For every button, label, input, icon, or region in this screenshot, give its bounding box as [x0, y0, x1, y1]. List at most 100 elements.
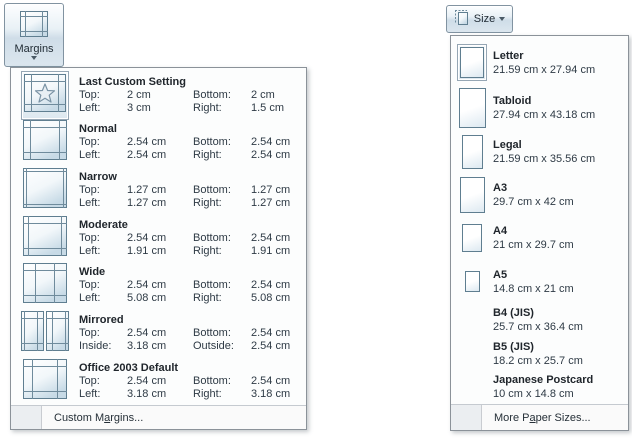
right-label: Right: — [193, 292, 222, 305]
margins-option-name: Office 2003 Default — [79, 361, 179, 374]
top-label: Top: — [79, 231, 100, 244]
top-value: 1.27 cm — [127, 184, 167, 197]
size-option-letter[interactable]: Letter 21.59 cm x 27.94 cm — [451, 39, 628, 86]
right-label: Right: — [193, 244, 222, 257]
right-value: 3.18 cm — [251, 387, 291, 400]
size-icon-cell — [451, 224, 493, 253]
margins-icon-cell — [11, 311, 79, 356]
bottom-label: Bottom: — [193, 88, 231, 101]
size-option-japanese-postcard[interactable]: Japanese Postcard 10 cm x 14.8 cm — [451, 371, 628, 405]
size-option-text: B4 (JIS) 25.7 cm x 36.4 cm — [493, 306, 583, 334]
left-value: 3 cm — [127, 101, 151, 114]
size-option-text: A5 14.8 cm x 21 cm — [493, 268, 574, 296]
margins-option-name: Wide — [79, 266, 106, 279]
right-label: Right: — [193, 101, 222, 114]
left-label: Left: — [79, 101, 101, 114]
paper-icon-a5 — [464, 271, 480, 293]
left-value: 2.54 cm — [127, 149, 167, 162]
size-option-name: B5 (JIS) — [493, 340, 534, 353]
margins-option-text: Last Custom Setting Top: 2 cm Bottom: 2 … — [79, 76, 306, 115]
size-option-name: Japanese Postcard — [493, 374, 594, 387]
margins-grid-icon — [20, 10, 48, 42]
right-value: 1.5 cm — [251, 101, 285, 114]
label-suffix: rgins... — [110, 411, 144, 424]
size-option-name: A5 — [493, 268, 508, 281]
selected-setting-box — [21, 70, 69, 120]
top-label: Top: — [79, 88, 100, 101]
margins-option-text: Office 2003 Default Top: 2.54 cm Bottom:… — [79, 362, 306, 401]
inside-label: Inside: — [79, 340, 112, 353]
size-icon-cell — [451, 88, 493, 129]
margins-values: Top: 2.54 cm Bottom: 2.54 cm Left: 3.18 … — [79, 375, 302, 401]
right-label: Right: — [193, 149, 222, 162]
bottom-value: 2.54 cm — [251, 231, 291, 244]
menu-footer-gutter — [11, 406, 42, 429]
top-label: Top: — [79, 136, 100, 149]
size-option-text: A3 29.7 cm x 42 cm — [493, 181, 574, 209]
bottom-value: 2 cm — [251, 88, 275, 101]
inside-value: 3.18 cm — [127, 340, 167, 353]
margins-option-wide[interactable]: Wide Top: 2.54 cm Bottom: 2.54 cm Left: … — [11, 262, 306, 310]
bottom-label: Bottom: — [193, 327, 231, 340]
page-size-icon — [454, 9, 470, 30]
margins-preview-wide-icon — [23, 263, 67, 308]
size-option-dims: 21.59 cm x 27.94 cm — [493, 63, 596, 76]
margins-values: Top: 2.54 cm Bottom: 2.54 cm Left: 1.91 … — [79, 232, 302, 258]
label-prefix: More P — [494, 411, 530, 424]
margins-values: Top: 2 cm Bottom: 2 cm Left: 3 cm Right:… — [79, 89, 302, 115]
bottom-value: 2.54 cm — [251, 327, 291, 340]
size-option-b5-jis[interactable]: B5 (JIS) 18.2 cm x 25.7 cm — [451, 337, 628, 371]
size-option-text: Tabloid 27.94 cm x 43.18 cm — [493, 94, 595, 122]
margins-dropdown-menu: Last Custom Setting Top: 2 cm Bottom: 2 … — [10, 67, 307, 430]
margins-option-last-custom-setting[interactable]: Last Custom Setting Top: 2 cm Bottom: 2 … — [11, 70, 306, 120]
margins-option-name: Normal — [79, 123, 117, 136]
accelerator-letter: a — [104, 411, 111, 424]
left-value: 1.27 cm — [127, 197, 167, 210]
bottom-label: Bottom: — [193, 184, 231, 197]
margins-option-office-2003-default[interactable]: Office 2003 Default Top: 2.54 cm Bottom:… — [11, 357, 306, 405]
top-value: 2.54 cm — [127, 136, 167, 149]
margins-option-normal[interactable]: Normal Top: 2.54 cm Bottom: 2.54 cm Left… — [11, 119, 306, 167]
outside-label: Outside: — [193, 340, 234, 353]
size-option-a3[interactable]: A3 29.7 cm x 42 cm — [451, 173, 628, 216]
size-option-a5[interactable]: A5 14.8 cm x 21 cm — [451, 260, 628, 303]
size-option-text: A4 21 cm x 29.7 cm — [493, 224, 574, 252]
top-label: Top: — [79, 279, 100, 292]
bottom-value: 2.54 cm — [251, 136, 291, 149]
size-option-tabloid[interactable]: Tabloid 27.94 cm x 43.18 cm — [451, 86, 628, 129]
paper-icon-letter — [460, 47, 484, 79]
size-button[interactable]: Size — [446, 5, 513, 33]
bottom-value: 2.54 cm — [251, 374, 291, 387]
right-value: 1.91 cm — [251, 244, 291, 257]
margins-option-text: Mirrored Top: 2.54 cm Bottom: 2.54 cm In… — [79, 314, 306, 353]
label-prefix: Custom M — [54, 411, 105, 424]
label-suffix: per Sizes... — [535, 411, 591, 424]
bottom-value: 1.27 cm — [251, 184, 291, 197]
size-option-a4[interactable]: A4 21 cm x 29.7 cm — [451, 217, 628, 260]
top-value: 2 cm — [127, 88, 151, 101]
size-option-legal[interactable]: Legal 21.59 cm x 35.56 cm — [451, 130, 628, 173]
size-option-dims: 14.8 cm x 21 cm — [493, 282, 574, 295]
size-option-dims: 25.7 cm x 36.4 cm — [493, 321, 583, 334]
margins-option-moderate[interactable]: Moderate Top: 2.54 cm Bottom: 2.54 cm Le… — [11, 214, 306, 262]
size-option-text: Japanese Postcard 10 cm x 14.8 cm — [493, 373, 593, 401]
margins-values: Top: 2.54 cm Bottom: 2.54 cm Inside: 3.1… — [79, 327, 302, 353]
margins-option-text: Normal Top: 2.54 cm Bottom: 2.54 cm Left… — [79, 123, 306, 162]
right-value: 1.27 cm — [251, 197, 291, 210]
size-option-dims: 18.2 cm x 25.7 cm — [493, 354, 583, 367]
margins-button[interactable]: Margins — [4, 3, 64, 67]
margins-option-narrow[interactable]: Narrow Top: 1.27 cm Bottom: 1.27 cm Left… — [11, 167, 306, 215]
margins-option-mirrored[interactable]: Mirrored Top: 2.54 cm Bottom: 2.54 cm In… — [11, 310, 306, 358]
size-icon-cell — [451, 176, 493, 213]
margins-preview-mirrored-icon — [21, 311, 69, 356]
bottom-label: Bottom: — [193, 136, 231, 149]
margins-icon-cell — [11, 168, 79, 213]
paper-icon-a3 — [459, 176, 485, 213]
size-option-dims: 10 cm x 14.8 cm — [493, 388, 574, 401]
size-option-name: Tabloid — [493, 95, 532, 108]
right-value: 5.08 cm — [251, 292, 291, 305]
size-option-dims: 29.7 cm x 42 cm — [493, 195, 574, 208]
size-option-b4-jis[interactable]: B4 (JIS) 25.7 cm x 36.4 cm — [451, 304, 628, 338]
